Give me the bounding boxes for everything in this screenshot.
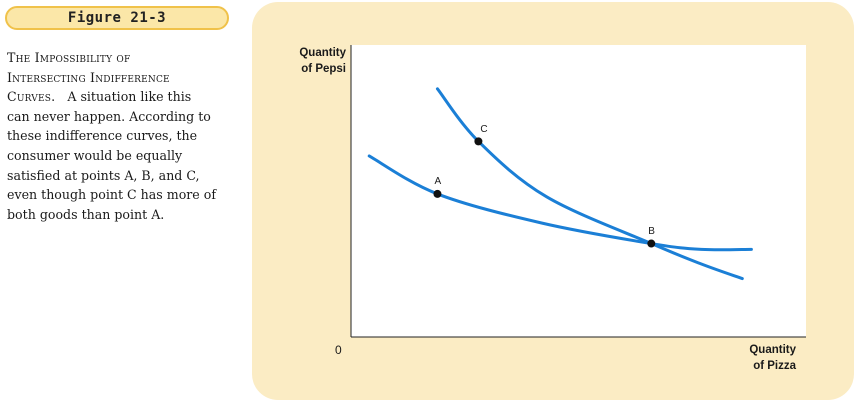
caption-body-line: these indifference curves, the — [7, 128, 198, 144]
origin-label: 0 — [335, 343, 342, 357]
indifference-curve-2 — [435, 87, 744, 281]
caption-title-line1: The Impossibility of — [7, 50, 131, 65]
y-axis-label: Quantity of Pepsi — [290, 45, 346, 77]
point-a-marker — [433, 189, 442, 198]
point-b-label: B — [648, 225, 655, 237]
point-b-marker — [647, 239, 656, 248]
caption-body-line: even though point C has more of — [7, 187, 216, 203]
plot-area — [351, 45, 806, 337]
caption-body-line: satisfied at points A, B, and C, — [7, 167, 200, 183]
caption-title-line2: Intersecting Indifference — [7, 69, 170, 85]
point-c-marker — [474, 137, 483, 146]
caption-body-line: consumer would be equally — [7, 147, 183, 163]
figure-label: Figure 21-3 — [5, 6, 229, 30]
caption-body-line3: A situation like this — [67, 89, 192, 105]
y-axis-label-line1: Quantity — [299, 47, 346, 59]
caption-title-line3: Curves. — [7, 89, 56, 105]
point-a-label: A — [434, 175, 442, 187]
caption-body-line: both goods than point A. — [7, 206, 165, 222]
point-c-label: C — [480, 124, 488, 136]
y-axis-label-line2: of Pepsi — [301, 63, 346, 75]
caption-body-line: can never happen. According to — [7, 108, 211, 124]
figure-caption: The Impossibility of Intersecting Indiff… — [7, 48, 237, 224]
x-axis-label-line2: of Pizza — [753, 360, 796, 372]
x-axis-label-line1: Quantity — [749, 344, 796, 356]
x-axis-label: Quantity of Pizza — [730, 342, 796, 374]
indifference-curve-1 — [367, 154, 753, 252]
